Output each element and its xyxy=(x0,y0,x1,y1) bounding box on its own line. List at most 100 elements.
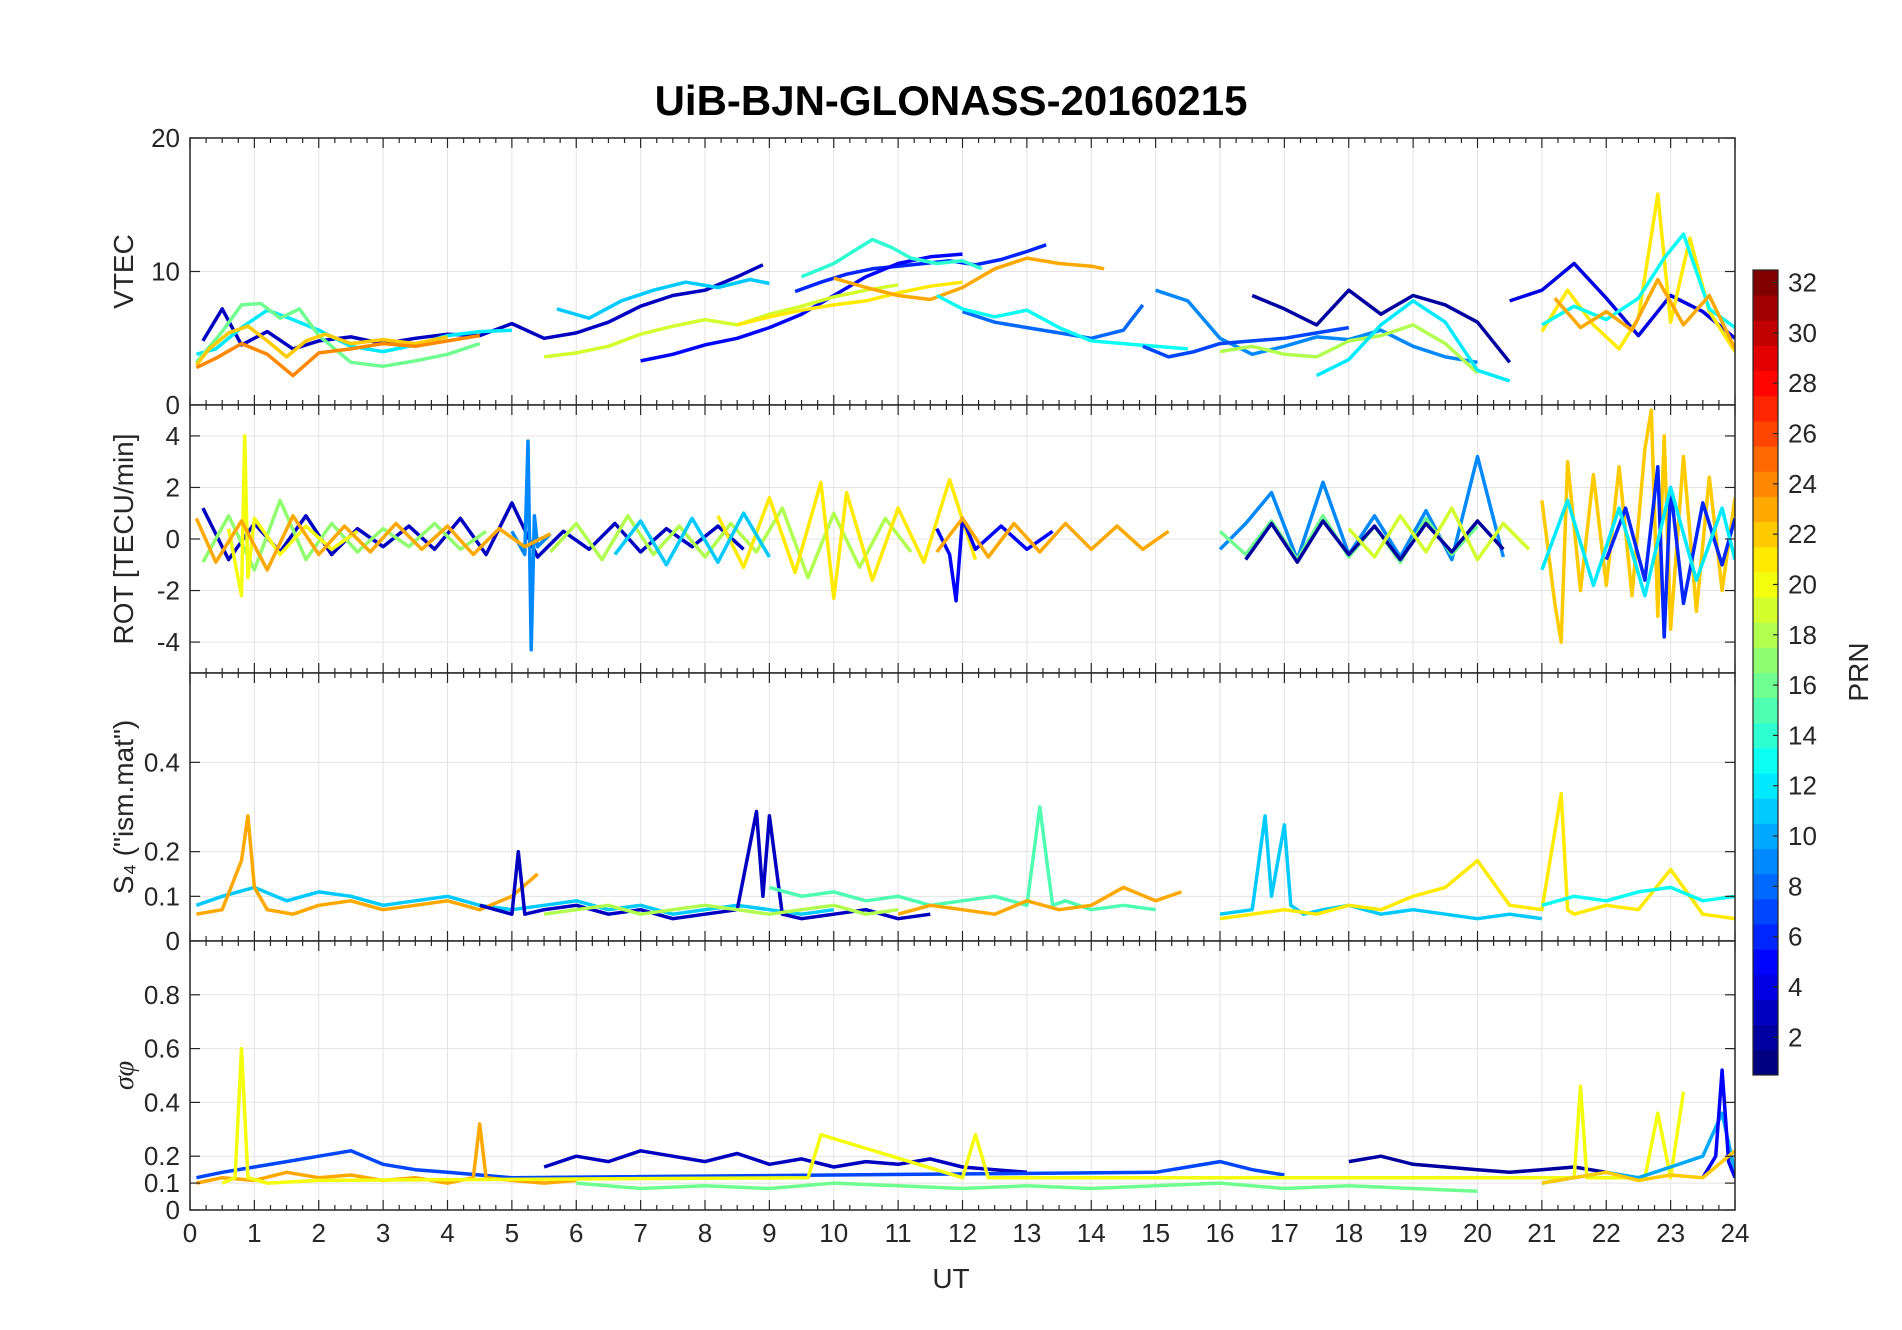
series-line-prn-12 xyxy=(1315,299,1511,383)
colorbar-segment xyxy=(1753,898,1778,925)
series-line-prn-23 xyxy=(1553,277,1735,350)
y-tick-label: 2 xyxy=(166,472,180,502)
series-line-prn-23 xyxy=(935,516,1170,559)
series-line-prn-20 xyxy=(221,1046,1686,1185)
x-tick-label: 15 xyxy=(1141,1218,1170,1248)
colorbar-tick-label: 24 xyxy=(1788,469,1817,499)
series-line-prn-2 xyxy=(1251,288,1512,364)
x-tick-label: 10 xyxy=(819,1218,848,1248)
series-line-prn-9 xyxy=(1155,288,1478,365)
series-line-prn-23 xyxy=(196,814,539,916)
colorbar-segment xyxy=(1753,798,1778,824)
series-line-prn-2 xyxy=(1348,1154,1607,1175)
colorbar-segment xyxy=(1753,848,1778,875)
colorbar-segment xyxy=(1753,1049,1778,1076)
y-tick-label: 20 xyxy=(151,123,180,153)
x-tick-label: 5 xyxy=(505,1218,519,1248)
series-line-prn-21 xyxy=(716,477,978,601)
x-tick-label: 2 xyxy=(312,1218,326,1248)
x-tick-label: 7 xyxy=(633,1218,647,1248)
series-line-prn-9 xyxy=(510,439,552,652)
x-tick-label: 14 xyxy=(1077,1218,1106,1248)
y-tick-label: -2 xyxy=(157,576,180,606)
series-line-prn-22 xyxy=(1541,1149,1735,1185)
colorbar-tick-label: 4 xyxy=(1788,972,1802,1002)
y-axis-label: S₄ ("ism.mat") xyxy=(108,720,139,894)
series-line-prn-7 xyxy=(1142,325,1350,359)
series-line-prn-13 xyxy=(1541,885,1735,907)
series-line-prn-18 xyxy=(549,506,913,580)
x-axis-label: UT xyxy=(932,1263,969,1294)
y-tick-label: 0.8 xyxy=(144,980,180,1010)
x-tick-label: 11 xyxy=(885,1218,912,1248)
series-line-prn-23 xyxy=(897,885,1182,916)
series-line-prn-19 xyxy=(1347,506,1531,562)
chart-title: UiB-BJN-GLONASS-20160215 xyxy=(655,77,1248,124)
x-tick-label: 1 xyxy=(247,1218,261,1248)
series-line-prn-8 xyxy=(961,303,1145,341)
y-axis-label: ROT [TECU/min] xyxy=(108,433,139,644)
y-tick-label: 0.6 xyxy=(144,1034,180,1064)
series-line-prn-23 xyxy=(194,514,552,572)
colorbar-segment xyxy=(1753,496,1778,523)
colorbar-segment xyxy=(1753,446,1778,472)
x-tick-label: 20 xyxy=(1463,1218,1492,1248)
colorbar-tick-label: 22 xyxy=(1788,519,1817,549)
x-tick-label: 8 xyxy=(698,1218,712,1248)
panel-2: 0 0.1 0.2 0.4S₄ ("ism.mat") xyxy=(108,672,1736,956)
x-tick-label: 4 xyxy=(440,1218,454,1248)
colorbar-segment xyxy=(1753,597,1778,623)
series-line-prn-12 xyxy=(1540,485,1735,598)
series-group xyxy=(195,192,1735,383)
y-tick-label: 0.4 xyxy=(144,1087,180,1117)
y-tick-label: -4 xyxy=(157,627,180,657)
y-tick-label: 10 xyxy=(151,257,180,287)
series-group xyxy=(196,1046,1735,1193)
colorbar-label: PRN xyxy=(1843,642,1874,701)
x-tick-label: 6 xyxy=(569,1218,583,1248)
series-line-prn-16 xyxy=(195,301,481,369)
series-line-prn-6 xyxy=(794,243,1047,294)
colorbar-segment xyxy=(1753,395,1778,422)
x-tick-label: 21 xyxy=(1527,1218,1556,1248)
series-line-prn-14 xyxy=(800,237,983,279)
colorbar-segment xyxy=(1753,697,1778,724)
y-tick-label: 0 xyxy=(166,1195,180,1225)
series-line-prn-7 xyxy=(196,1149,1285,1180)
y-tick-label: 0 xyxy=(166,390,180,420)
series-line-prn-2 xyxy=(1244,519,1505,564)
x-tick-label: 12 xyxy=(948,1218,977,1248)
x-tick-label: 19 xyxy=(1399,1218,1428,1248)
y-tick-label: 0.1 xyxy=(144,1168,180,1198)
colorbar-tick-label: 20 xyxy=(1788,569,1817,599)
series-line-prn-5 xyxy=(1701,1068,1735,1179)
colorbar-segment xyxy=(1753,647,1778,673)
y-tick-label: 0 xyxy=(166,524,180,554)
series-line-prn-19 xyxy=(543,283,899,359)
y-axis-label: σφ xyxy=(109,1061,140,1090)
colorbar-tick-label: 6 xyxy=(1788,922,1802,952)
colorbar-tick-label: 10 xyxy=(1788,821,1817,851)
colorbar-segment xyxy=(1753,546,1778,573)
y-tick-label: 0.1 xyxy=(144,881,180,911)
x-tick-label: 9 xyxy=(762,1218,776,1248)
series-line-prn-18 xyxy=(1219,323,1479,375)
x-tick-label: 18 xyxy=(1334,1218,1363,1248)
series-line-prn-11 xyxy=(556,277,770,320)
colorbar-segment xyxy=(1753,345,1778,372)
x-tick-label: 0 xyxy=(183,1218,197,1248)
series-line-prn-13 xyxy=(1541,232,1735,330)
x-tick-label: 23 xyxy=(1656,1218,1685,1248)
panel-3: 00.10.2 0.4 0.6 0.8 σφ xyxy=(109,940,1736,1225)
y-tick-label: 0.2 xyxy=(144,837,180,867)
panel-0: 0 10 20 VTEC xyxy=(108,123,1736,420)
colorbar-tick-label: 18 xyxy=(1788,620,1817,650)
colorbar-segment xyxy=(1753,949,1778,975)
series-line-prn-20 xyxy=(226,434,359,598)
series-line-prn-23 xyxy=(833,256,1105,302)
series-group xyxy=(194,408,1735,652)
colorbar-segment xyxy=(1753,295,1778,321)
series-line-prn-22 xyxy=(195,324,448,366)
series-line-prn-3 xyxy=(479,809,931,921)
